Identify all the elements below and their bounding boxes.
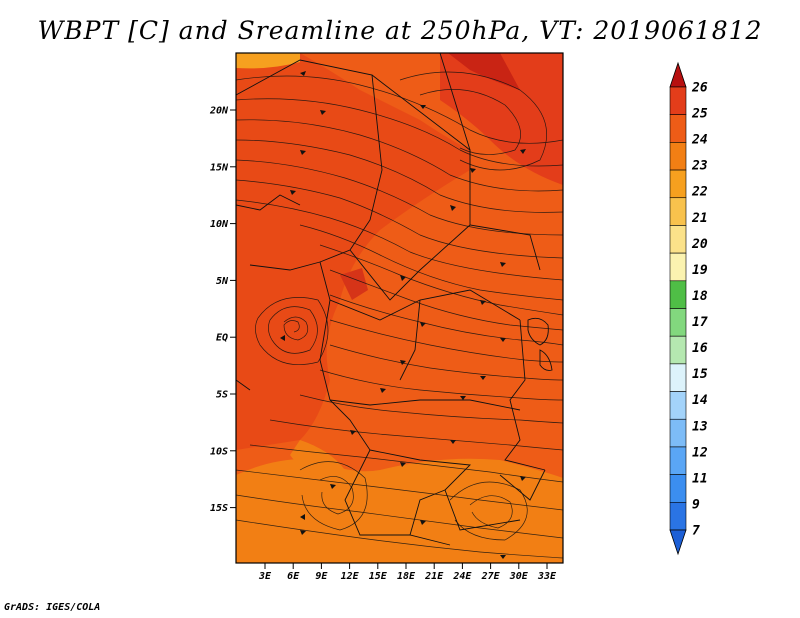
lon-tick-label: 33E <box>537 571 557 582</box>
wbpt-22-corner <box>236 53 300 69</box>
wbpt-26-region <box>448 53 520 90</box>
colorbar-segment <box>669 335 687 365</box>
lat-tick-label: 5N <box>216 276 229 287</box>
colorbar-label: 19 <box>692 263 708 278</box>
lon-tick-label: 3E <box>258 571 272 582</box>
streamline-arrows <box>280 71 526 559</box>
lon-tick-label: 18E <box>397 571 416 582</box>
colorbar-segment <box>669 225 687 254</box>
lat-tick-label: 10N <box>210 219 229 230</box>
lon-tick-label: 15E <box>369 571 388 582</box>
colorbar-segment <box>669 474 687 503</box>
colorbar-segment <box>669 280 687 309</box>
colorbar-label: 12 <box>692 445 708 460</box>
wbpt-23-pocket <box>290 440 345 480</box>
wbpt-25-pocket <box>340 268 368 300</box>
wbpt-23-south-region <box>236 458 563 563</box>
colorbar-segment <box>669 114 687 143</box>
colorbar-label: 23 <box>691 159 708 174</box>
colorbar-segment <box>669 142 687 171</box>
colorbar-label: 7 <box>692 524 700 539</box>
lat-axis: 20N 15N 10N 5N EQ 5S 10S 15S <box>209 106 236 514</box>
colorbar-label: 11 <box>692 471 708 486</box>
colorbar-segment <box>669 363 687 392</box>
lon-tick-label: 27E <box>481 571 501 582</box>
wbpt-24-west-region <box>236 53 470 450</box>
colorbar-label: 25 <box>691 107 708 122</box>
map-frame <box>235 52 564 564</box>
colorbar-label: 20 <box>691 237 708 252</box>
colorbar-segment <box>669 308 687 337</box>
colorbar-label: 18 <box>692 289 708 304</box>
colorbar-segment <box>669 86 687 115</box>
streamlines <box>236 71 563 559</box>
colorbar-label: 24 <box>691 133 708 148</box>
colorbar-label: 26 <box>691 81 708 96</box>
colorbar-bottom-arrow <box>669 529 687 556</box>
chart-title: WBPT [C] and Sreamline at 250hPa, VT: 20… <box>37 16 763 45</box>
lon-tick-label: 12E <box>341 571 360 582</box>
colorbar-segment <box>669 391 687 420</box>
lat-tick-label: 20N <box>209 106 229 117</box>
colorbar-label: 13 <box>692 419 708 434</box>
lat-tick-label: 5S <box>216 390 228 401</box>
colorbar-label: 17 <box>692 315 708 330</box>
colorbar-top-arrow <box>669 61 687 88</box>
colorbar-label: 16 <box>692 341 708 356</box>
lat-tick-label: 10S <box>210 446 228 457</box>
lon-tick-label: 21E <box>424 571 444 582</box>
lat-tick-label: EQ <box>216 333 228 344</box>
country-borders <box>236 53 553 546</box>
colorbar-segment <box>669 446 687 475</box>
colorbar-segment <box>669 502 687 531</box>
colorbar-segment <box>669 252 687 282</box>
lat-tick-label: 15N <box>210 162 229 173</box>
map-panel <box>236 53 563 563</box>
colorbar-segment <box>669 418 687 448</box>
lon-tick-label: 9E <box>315 571 328 582</box>
lat-tick-label: 15S <box>210 503 228 514</box>
colorbar-segment <box>669 169 687 199</box>
lon-axis: 3E 6E 9E 12E 15E 18E 21E 24E 27E 30E 33E <box>258 563 557 582</box>
colorbar-segment <box>669 197 687 226</box>
lon-tick-label: 24E <box>452 571 472 582</box>
colorbar-label: 14 <box>692 393 708 408</box>
grads-credit: GrADS: IGES/COLA <box>4 602 101 613</box>
lon-tick-label: 30E <box>509 571 529 582</box>
wbpt-25-region <box>440 53 563 185</box>
colorbar-label: 9 <box>692 497 700 512</box>
colorbar-label: 22 <box>691 185 708 200</box>
colorbar: 26 25 24 23 22 21 20 19 18 17 16 15 14 13 12 11 9 7 <box>669 61 708 556</box>
lon-tick-label: 6E <box>287 571 300 582</box>
colorbar-label: 21 <box>691 211 708 226</box>
colorbar-label: 15 <box>692 367 708 382</box>
